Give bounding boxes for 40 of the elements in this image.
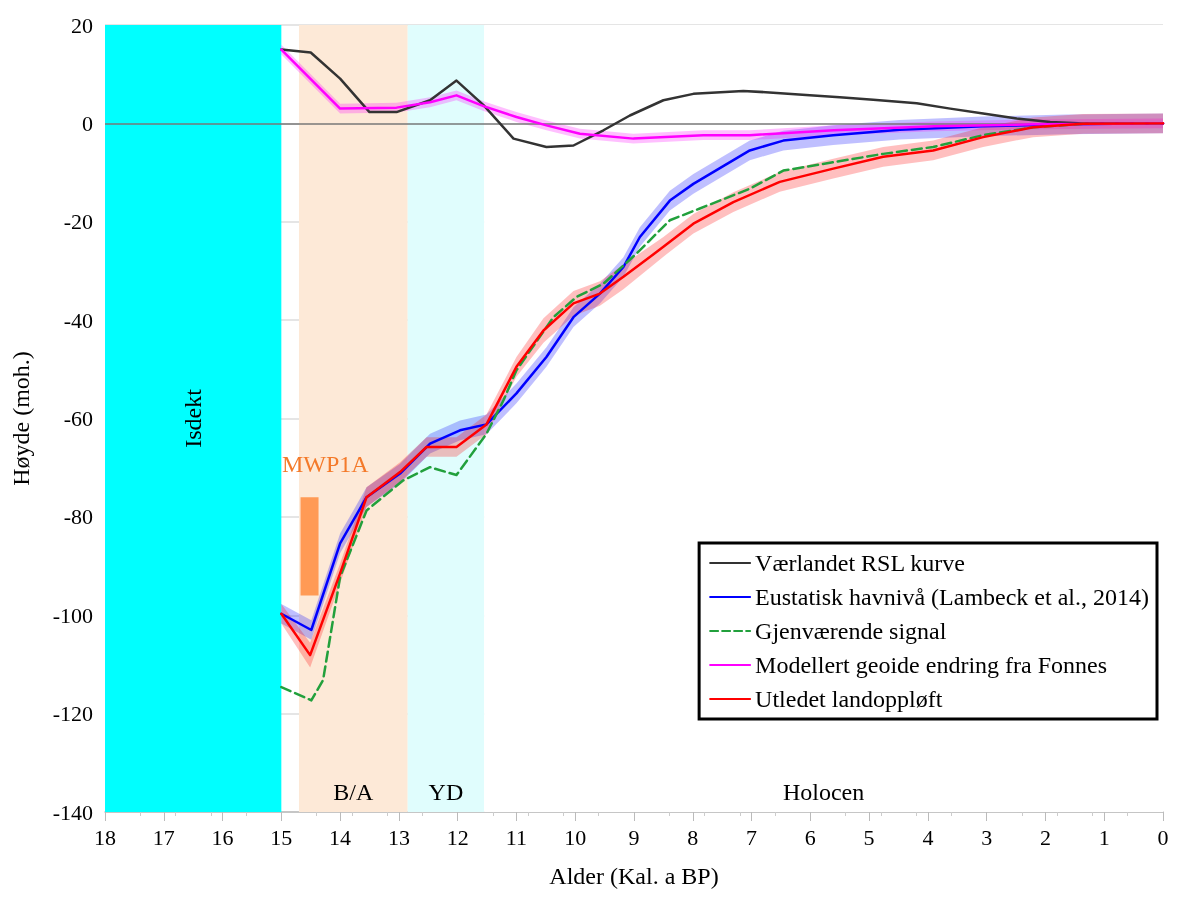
band-label: Holocen [782, 779, 865, 805]
band-label: B/A [333, 779, 374, 805]
x-axis-title: Alder (Kal. a BP) [549, 863, 719, 889]
y-tick-label: -120 [52, 701, 93, 727]
x-tick-label: 14 [329, 824, 352, 850]
x-tick-label: 11 [505, 824, 528, 850]
x-tick-label: 18 [94, 824, 116, 850]
legend-label: Gjenværende signal [755, 618, 947, 644]
y-tick-label: -140 [52, 799, 93, 825]
x-tick-label: 9 [628, 824, 640, 850]
x-tick-label: 5 [863, 824, 875, 850]
band-label: YD [428, 779, 464, 805]
x-tick-label: 7 [746, 824, 758, 850]
legend-label: Utledet landoppløft [755, 686, 943, 712]
x-tick-label: 16 [211, 824, 234, 850]
x-tick-label: 3 [981, 824, 993, 850]
y-tick-label: -40 [63, 307, 93, 333]
x-tick-label: 1 [1098, 824, 1110, 850]
x-tick-label: 12 [446, 824, 469, 850]
annotation: MWP1A [282, 451, 370, 477]
y-tick-label: -60 [63, 406, 93, 431]
x-tick-label: 6 [804, 824, 816, 850]
legend-label: Modellert geoide endring fra Fonnes [755, 652, 1108, 678]
y-tick-label: 20 [71, 12, 93, 38]
x-tick-label: 2 [1039, 824, 1051, 850]
y-tick-label: -80 [63, 504, 93, 530]
y-tick-label: -20 [63, 209, 93, 235]
x-tick-label: 17 [152, 824, 175, 850]
x-tick-label: 10 [564, 824, 587, 850]
legend-label: Værlandet RSL kurve [755, 550, 965, 576]
y-axis-title: Høyde (moh.) [8, 351, 34, 486]
x-tick-label: 13 [387, 824, 410, 850]
y-tick-label: -100 [52, 602, 93, 628]
x-tick-label: 0 [1157, 824, 1169, 850]
band-label: Isdekt [180, 388, 207, 448]
x-tick-label: 8 [687, 824, 699, 850]
x-tick-label: 4 [922, 824, 934, 850]
y-tick-label: 0 [82, 110, 93, 136]
legend-label: Eustatisk havnivå (Lambeck et al., 2014) [755, 584, 1150, 610]
x-tick-label: 15 [270, 824, 293, 850]
